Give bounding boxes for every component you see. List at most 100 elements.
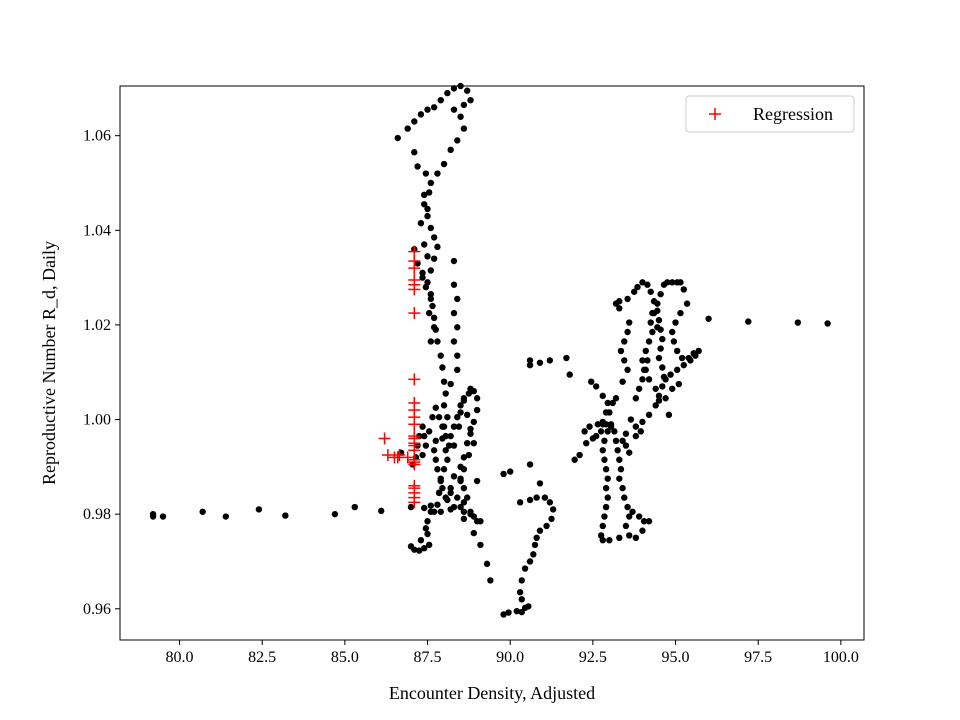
- data-point: [407, 503, 415, 511]
- data-point: [429, 302, 436, 310]
- x-axis-ticks: 80.0 82.5 85.0 87.5 90.0 92.5 95.0 97.5 100.0: [166, 640, 859, 666]
- data-point: [467, 425, 474, 433]
- data-point: [657, 345, 664, 352]
- data-point: [659, 335, 666, 343]
- x-tick-label: 100.0: [823, 649, 859, 666]
- data-point: [616, 534, 623, 542]
- data-point: [427, 267, 435, 274]
- data-point: [672, 319, 679, 326]
- data-point: [424, 518, 431, 525]
- data-point: [427, 338, 435, 345]
- data-point: [662, 376, 669, 383]
- data-point: [619, 378, 626, 385]
- data-point: [467, 385, 474, 392]
- data-point: [483, 560, 491, 568]
- data-point: [437, 96, 444, 104]
- data-point: [635, 385, 643, 392]
- data-point: [255, 506, 263, 513]
- x-tick-label: 97.5: [744, 649, 772, 666]
- data-point: [430, 508, 438, 515]
- data-point: [621, 357, 628, 364]
- data-point: [427, 179, 435, 187]
- data-point: [665, 411, 673, 419]
- data-point: [612, 395, 620, 402]
- data-point: [421, 545, 428, 552]
- data-point: [440, 402, 448, 409]
- legend: Regression: [685, 95, 855, 133]
- data-point: [589, 435, 597, 442]
- data-point: [421, 504, 428, 512]
- data-point: [536, 527, 544, 534]
- data-point: [464, 439, 471, 447]
- y-tick-label: 1.04: [83, 222, 111, 239]
- data-point: [464, 494, 471, 501]
- data-point: [622, 442, 630, 449]
- data-point: [447, 380, 454, 388]
- data-point: [450, 106, 458, 113]
- data-point: [645, 376, 653, 383]
- data-point: [683, 300, 691, 307]
- data-point: [644, 281, 651, 288]
- data-point: [419, 423, 426, 430]
- data-point: [460, 125, 468, 132]
- data-point: [622, 522, 630, 530]
- data-point: [588, 378, 595, 385]
- data-point: [586, 423, 593, 430]
- data-point: [677, 309, 684, 317]
- data-point: [652, 402, 659, 409]
- data-point: [442, 432, 449, 440]
- data-point: [454, 413, 461, 421]
- data-point: [549, 506, 557, 513]
- data-point: [601, 513, 608, 520]
- data-point: [526, 361, 534, 369]
- data-point: [624, 328, 631, 336]
- data-point: [616, 475, 623, 482]
- data-point: [447, 489, 454, 497]
- data-point: [530, 551, 537, 558]
- data-point: [434, 243, 441, 251]
- data-point: [604, 494, 611, 501]
- data-point: [460, 499, 468, 506]
- data-point: [637, 428, 644, 435]
- data-point: [473, 477, 481, 485]
- data-point: [434, 501, 441, 508]
- data-point: [506, 468, 514, 475]
- data-point: [606, 409, 613, 416]
- data-point: [640, 518, 648, 525]
- data-point: [505, 609, 512, 616]
- data-point: [639, 376, 646, 383]
- y-axis-label: Reproductive Number R_d, Daily: [39, 241, 59, 485]
- data-point: [526, 461, 534, 468]
- data-point: [601, 437, 608, 445]
- data-point: [424, 253, 431, 260]
- data-point: [470, 513, 478, 520]
- data-point: [460, 454, 468, 461]
- data-point: [424, 106, 431, 113]
- data-point: [424, 530, 431, 538]
- data-point: [680, 286, 687, 293]
- x-tick-label: 90.0: [496, 649, 524, 666]
- data-point: [673, 366, 681, 374]
- data-point: [526, 496, 534, 504]
- data-point: [626, 513, 633, 520]
- data-point: [624, 366, 631, 374]
- data-point: [434, 170, 441, 177]
- data-point: [454, 295, 461, 303]
- data-point: [435, 489, 443, 497]
- data-point: [526, 558, 534, 565]
- y-tick-label: 0.96: [83, 601, 111, 618]
- data-point: [460, 484, 468, 492]
- regression-point: [401, 451, 414, 464]
- data-point: [450, 309, 458, 317]
- x-axis-label: Encounter Density, Adjusted: [389, 683, 595, 703]
- data-point: [331, 510, 339, 518]
- data-point: [445, 442, 453, 449]
- data-point: [543, 522, 550, 530]
- data-point: [645, 411, 653, 419]
- data-point: [655, 316, 663, 324]
- data-point: [616, 305, 623, 312]
- y-tick-label: 1.06: [83, 128, 111, 145]
- data-point: [429, 413, 436, 421]
- data-point: [421, 191, 428, 199]
- data-point: [664, 279, 671, 286]
